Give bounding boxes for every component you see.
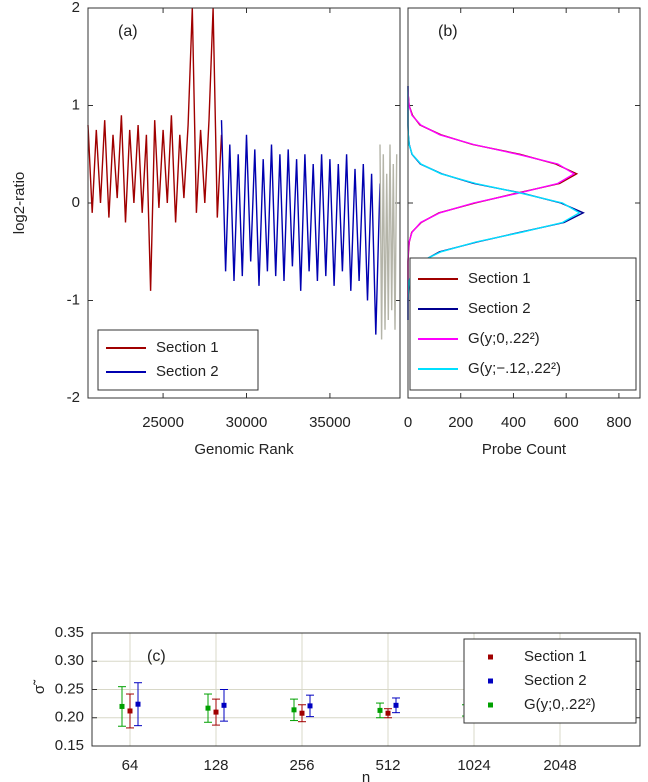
marker bbox=[291, 707, 297, 713]
x-tick-label: 64 bbox=[122, 757, 139, 774]
x-tick-label: 400 bbox=[501, 414, 526, 431]
x-tick-label: 800 bbox=[606, 414, 631, 431]
series-line bbox=[379, 144, 398, 340]
x-tick-label: 256 bbox=[289, 757, 314, 774]
y-tick-label: 0 bbox=[72, 194, 80, 211]
legend-swatch bbox=[488, 654, 493, 660]
y-tick-label: 0.20 bbox=[55, 709, 84, 726]
marker bbox=[377, 707, 383, 713]
marker bbox=[127, 708, 133, 714]
x-tick-label: 25000 bbox=[142, 414, 184, 431]
y-tick-label: 2 bbox=[72, 0, 80, 16]
y-axis-label: log2-ratio bbox=[11, 172, 28, 235]
legend-box bbox=[97, 329, 259, 391]
legend-label: G(y;−.12,.22²) bbox=[468, 360, 561, 377]
marker bbox=[299, 710, 305, 716]
y-axis-label: σ̃ bbox=[31, 679, 48, 694]
panel-label: (c) bbox=[147, 648, 166, 665]
legend-label: Section 1 bbox=[524, 648, 587, 665]
plot-frame bbox=[407, 7, 641, 399]
marker bbox=[307, 703, 313, 709]
marker bbox=[205, 705, 211, 711]
x-tick-label: 128 bbox=[203, 757, 228, 774]
x-tick-label: 600 bbox=[554, 414, 579, 431]
y-tick-label: 0.30 bbox=[55, 652, 84, 669]
x-axis-label: Genomic Rank bbox=[194, 441, 294, 458]
y-tick-label: 0.35 bbox=[55, 624, 84, 641]
y-tick-label: 0.25 bbox=[55, 680, 84, 697]
legend-swatch bbox=[488, 702, 493, 708]
x-tick-label: 200 bbox=[448, 414, 473, 431]
x-axis-label: Probe Count bbox=[482, 441, 567, 458]
marker bbox=[119, 703, 125, 709]
x-tick-label: 2048 bbox=[543, 757, 576, 774]
legend-label: G(y;0,.22²) bbox=[468, 330, 540, 347]
x-tick-label: 35000 bbox=[309, 414, 351, 431]
x-tick-label: 30000 bbox=[226, 414, 268, 431]
x-tick-label: 0 bbox=[404, 414, 412, 431]
legend-swatch bbox=[488, 678, 493, 684]
legend-label: Section 2 bbox=[468, 300, 531, 317]
x-tick-label: 1024 bbox=[457, 757, 490, 774]
x-tick-label: 512 bbox=[375, 757, 400, 774]
legend-label: Section 2 bbox=[156, 363, 219, 380]
panel-label: (b) bbox=[438, 23, 458, 40]
y-tick-label: 1 bbox=[72, 96, 80, 113]
marker bbox=[213, 709, 219, 715]
series-line bbox=[220, 120, 381, 335]
panel-label: (a) bbox=[118, 23, 138, 40]
legend-label: Section 1 bbox=[468, 270, 531, 287]
marker bbox=[221, 702, 227, 708]
legend-label: Section 1 bbox=[156, 339, 219, 356]
marker bbox=[393, 702, 399, 708]
legend-label: Section 2 bbox=[524, 672, 587, 689]
series-line bbox=[87, 7, 223, 291]
marker bbox=[385, 710, 391, 716]
y-tick-label: -2 bbox=[67, 389, 80, 406]
y-tick-label: -1 bbox=[67, 291, 80, 308]
x-axis-label: n bbox=[362, 769, 370, 782]
marker bbox=[135, 701, 141, 707]
plot-frame bbox=[87, 7, 401, 399]
y-tick-label: 0.15 bbox=[55, 737, 84, 754]
plot-frame bbox=[91, 632, 641, 747]
legend-label: G(y;0,.22²) bbox=[524, 696, 596, 713]
